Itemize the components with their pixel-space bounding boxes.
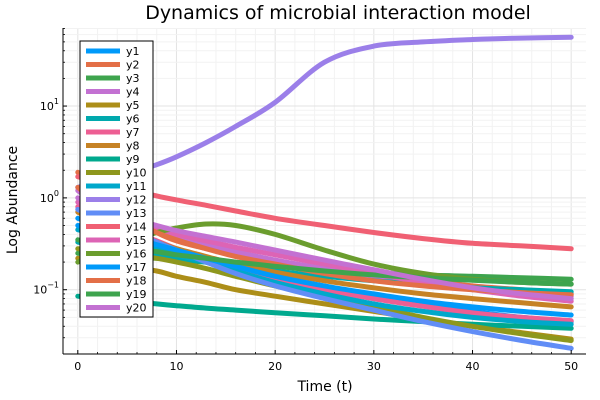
legend-label-y6: y6: [126, 113, 140, 126]
legend-label-y8: y8: [126, 140, 140, 153]
y-axis-title: Log Abundance: [5, 146, 21, 254]
legend-label-y18: y18: [126, 275, 147, 288]
x-tick-label: 0: [74, 360, 81, 373]
x-axis-title: Time (t): [296, 379, 352, 395]
legend-label-y13: y13: [126, 207, 147, 220]
legend-label-y1: y1: [126, 45, 140, 58]
legend-label-y14: y14: [126, 221, 147, 234]
legend-box: [79, 40, 154, 318]
legend-label-y4: y4: [126, 86, 140, 99]
y-tick-label: 10−1: [33, 281, 59, 297]
legend-label-y10: y10: [126, 167, 147, 180]
y-tick-label: 100: [40, 189, 59, 205]
x-ticks: 0 10 20 30 40 50: [74, 350, 578, 373]
x-tick-label: 40: [466, 360, 480, 373]
x-tick-label: 20: [268, 360, 282, 373]
x-tick-label: 10: [169, 360, 183, 373]
legend-label-y17: y17: [126, 261, 147, 274]
legend-label-y2: y2: [126, 59, 140, 72]
legend: y1y2y3y4y5y6y7y8y9y10y11y12y13y14y15y16y…: [79, 40, 154, 318]
legend-label-y7: y7: [126, 126, 140, 139]
legend-label-y16: y16: [126, 248, 147, 261]
legend-label-y19: y19: [126, 288, 147, 301]
legend-label-y15: y15: [126, 234, 147, 247]
legend-label-y3: y3: [126, 72, 140, 85]
legend-label-y20: y20: [126, 302, 147, 315]
legend-label-y5: y5: [126, 99, 140, 112]
x-tick-label: 30: [367, 360, 381, 373]
y-ticks: 10−1 100 101: [33, 28, 67, 355]
y-tick-label: 101: [40, 97, 59, 113]
legend-label-y11: y11: [126, 180, 147, 193]
chart-title: Dynamics of microbial interaction model: [145, 2, 531, 24]
legend-label-y9: y9: [126, 153, 140, 166]
legend-label-y12: y12: [126, 194, 147, 207]
axes: [62, 28, 586, 355]
x-tick-label: 50: [564, 360, 578, 373]
